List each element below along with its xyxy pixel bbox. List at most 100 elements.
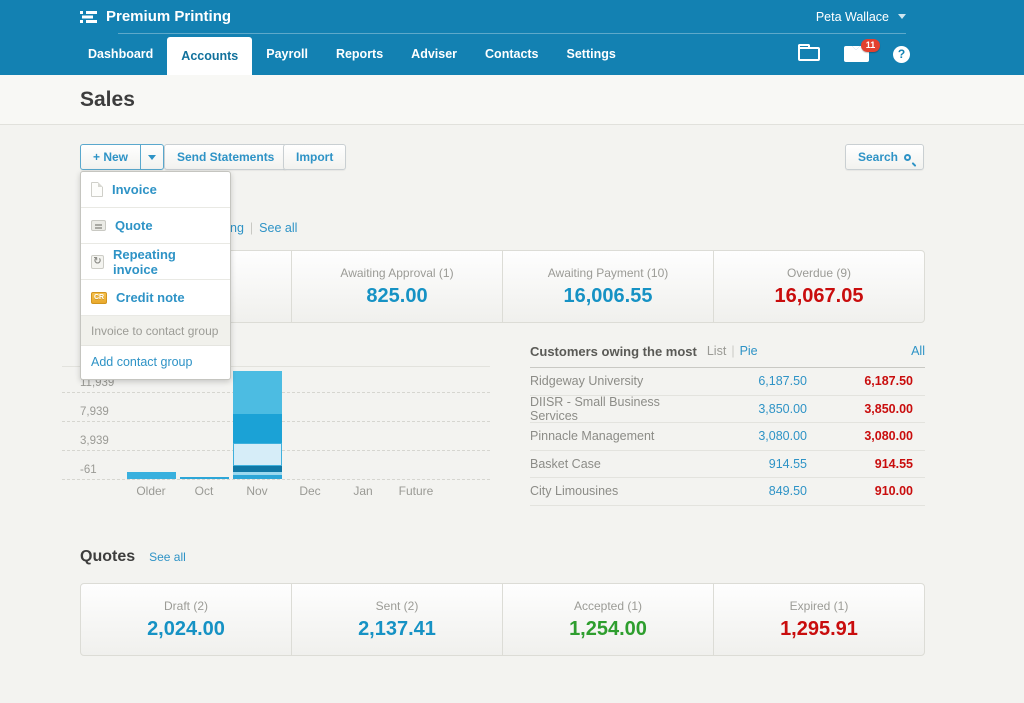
org-list-icon: [80, 10, 97, 23]
bar-segment-nov: [232, 443, 282, 466]
view-pie-toggle[interactable]: Pie: [739, 344, 758, 358]
card-label: Awaiting Approval (1): [340, 266, 454, 280]
user-menu[interactable]: Peta Wallace: [816, 0, 906, 33]
view-list-toggle[interactable]: List: [706, 344, 727, 358]
menu-item-credit-note[interactable]: Credit note: [81, 280, 230, 316]
tab-contacts[interactable]: Contacts: [485, 47, 539, 61]
bar-segment-nov: [232, 370, 282, 415]
files-folder-icon[interactable]: [798, 44, 820, 61]
menu-item-quote[interactable]: Quote: [81, 208, 230, 244]
card-value: 16,067.05: [774, 285, 864, 307]
y-axis-tick: 11,939: [80, 377, 115, 389]
bar-segment-nov: [232, 466, 282, 473]
invoices-section-links: ng | See all: [230, 221, 297, 235]
gridline: [62, 366, 490, 367]
card-value: 2,024.00: [147, 618, 225, 640]
search-button-label: Search: [857, 150, 898, 164]
tab-reports[interactable]: Reports: [335, 47, 384, 61]
menu-item-add-contact-group[interactable]: Add contact group: [91, 355, 193, 369]
page-title: Sales: [80, 88, 135, 111]
search-icon: [904, 154, 911, 161]
customer-overdue: 6,187.50: [864, 374, 913, 389]
customer-overdue: 914.55: [874, 456, 913, 471]
y-axis-tick: 3,939: [80, 435, 109, 447]
new-button-dropdown-toggle[interactable]: [140, 145, 163, 169]
customer-row[interactable]: Basket Case 914.55 914.55: [530, 451, 925, 478]
nav-tabs: Dashboard Accounts Payroll Reports Advis…: [74, 33, 630, 75]
customer-name: Ridgeway University: [530, 374, 644, 389]
customers-all-link[interactable]: All: [911, 344, 925, 358]
customers-owing-panel: Customers owing the most List | Pie All Ri…: [530, 344, 925, 506]
card-value: 16,006.55: [563, 285, 653, 307]
card-value: 2,137.41: [358, 618, 436, 640]
quote-icon: [91, 220, 106, 231]
inbox-button[interactable]: 11: [844, 39, 880, 62]
bar-segment-nov: [232, 472, 282, 475]
bar-segment-nov: [232, 475, 282, 479]
help-icon[interactable]: ?: [893, 45, 910, 63]
customer-row[interactable]: City Limousines 849.50 910.00: [530, 478, 925, 506]
card-label: Awaiting Payment (10): [547, 266, 669, 280]
customer-overdue: 3,080.00: [864, 429, 913, 444]
clipped-link-tail: ng: [230, 221, 244, 235]
chevron-down-icon: [148, 154, 157, 160]
org-switcher[interactable]: Premium Printing: [80, 0, 231, 33]
customer-row[interactable]: Ridgeway University 6,187.50 6,187.50: [530, 368, 925, 396]
customer-row[interactable]: Pinnacle Management 3,080.00 3,080.00: [530, 423, 925, 451]
card-value: 1,254.00: [569, 618, 647, 640]
invoice-card-awaiting-payment[interactable]: Awaiting Payment (10) 16,006.55: [502, 251, 713, 322]
customer-name: Basket Case: [530, 456, 601, 471]
quote-card-expired[interactable]: Expired (1) 1,295.91: [713, 584, 924, 655]
quote-card-draft[interactable]: Draft (2) 2,024.00: [81, 584, 291, 655]
menu-item-invoice[interactable]: Invoice: [81, 172, 230, 208]
invoices-see-all-link[interactable]: See all: [259, 221, 298, 235]
tab-accounts[interactable]: Accounts: [167, 37, 253, 75]
y-axis-tick: 7,939: [80, 406, 109, 418]
menu-item-repeating-invoice[interactable]: Repeating invoice: [81, 244, 230, 280]
bar-segment-older: [126, 472, 176, 479]
quote-card-sent[interactable]: Sent (2) 2,137.41: [291, 584, 502, 655]
nav-utility-icons: 11 ?: [798, 33, 910, 75]
x-axis-tick: Jan: [353, 484, 373, 498]
nav-divider: [118, 33, 906, 34]
customer-row[interactable]: DIISR - Small Business Services 3,850.00…: [530, 395, 925, 423]
invoice-card-awaiting-approval[interactable]: Awaiting Approval (1) 825.00: [291, 251, 502, 322]
money-coming-in-chart: 11,939 7,939 3,939 -61 Older Oct Nov Dec…: [62, 360, 490, 510]
new-button-label[interactable]: + New: [93, 150, 129, 164]
menu-item-invoice-to-contact-group: Invoice to contact group: [81, 316, 230, 346]
tab-payroll[interactable]: Payroll: [266, 47, 308, 61]
new-dropdown-menu: Invoice Quote Repeating invoice Credit n…: [80, 171, 231, 380]
x-axis-tick: Oct: [194, 484, 214, 498]
main-nav: Dashboard Accounts Payroll Reports Advis…: [0, 33, 1024, 75]
card-label: Sent (2): [375, 599, 419, 613]
repeating-invoice-icon: [91, 254, 104, 269]
import-button[interactable]: Import: [283, 144, 347, 170]
quote-card-accepted[interactable]: Accepted (1) 1,254.00: [502, 584, 713, 655]
customer-owing: 6,187.50: [758, 374, 807, 389]
customers-owing-title: Customers owing the most: [530, 344, 697, 359]
card-value: 825.00: [366, 285, 428, 307]
top-bar: Premium Printing Peta Wallace: [0, 0, 1024, 33]
search-button[interactable]: Search: [844, 144, 924, 170]
invoice-card-overdue[interactable]: Overdue (9) 16,067.05: [713, 251, 924, 322]
new-button[interactable]: + New: [80, 144, 165, 170]
customer-owing: 3,080.00: [758, 429, 807, 444]
tab-adviser[interactable]: Adviser: [411, 47, 458, 61]
y-axis-tick: -61: [80, 464, 97, 476]
card-label: Overdue (9): [786, 266, 852, 280]
customer-name: Pinnacle Management: [530, 429, 655, 444]
tab-dashboard[interactable]: Dashboard: [88, 47, 154, 61]
invoice-icon: [91, 182, 103, 197]
customer-overdue: 3,850.00: [864, 401, 913, 416]
customer-overdue: 910.00: [874, 484, 913, 499]
card-label: Draft (2): [163, 599, 208, 613]
tab-settings[interactable]: Settings: [566, 47, 616, 61]
send-statements-button[interactable]: Send Statements: [164, 144, 288, 170]
quotes-see-all-link[interactable]: See all: [149, 550, 186, 564]
card-value: 1,295.91: [780, 618, 858, 640]
customer-name: City Limousines: [530, 484, 619, 499]
toggle-divider: |: [731, 344, 735, 358]
menu-item-label: Quote: [115, 218, 153, 233]
customer-owing: 914.55: [768, 456, 807, 471]
